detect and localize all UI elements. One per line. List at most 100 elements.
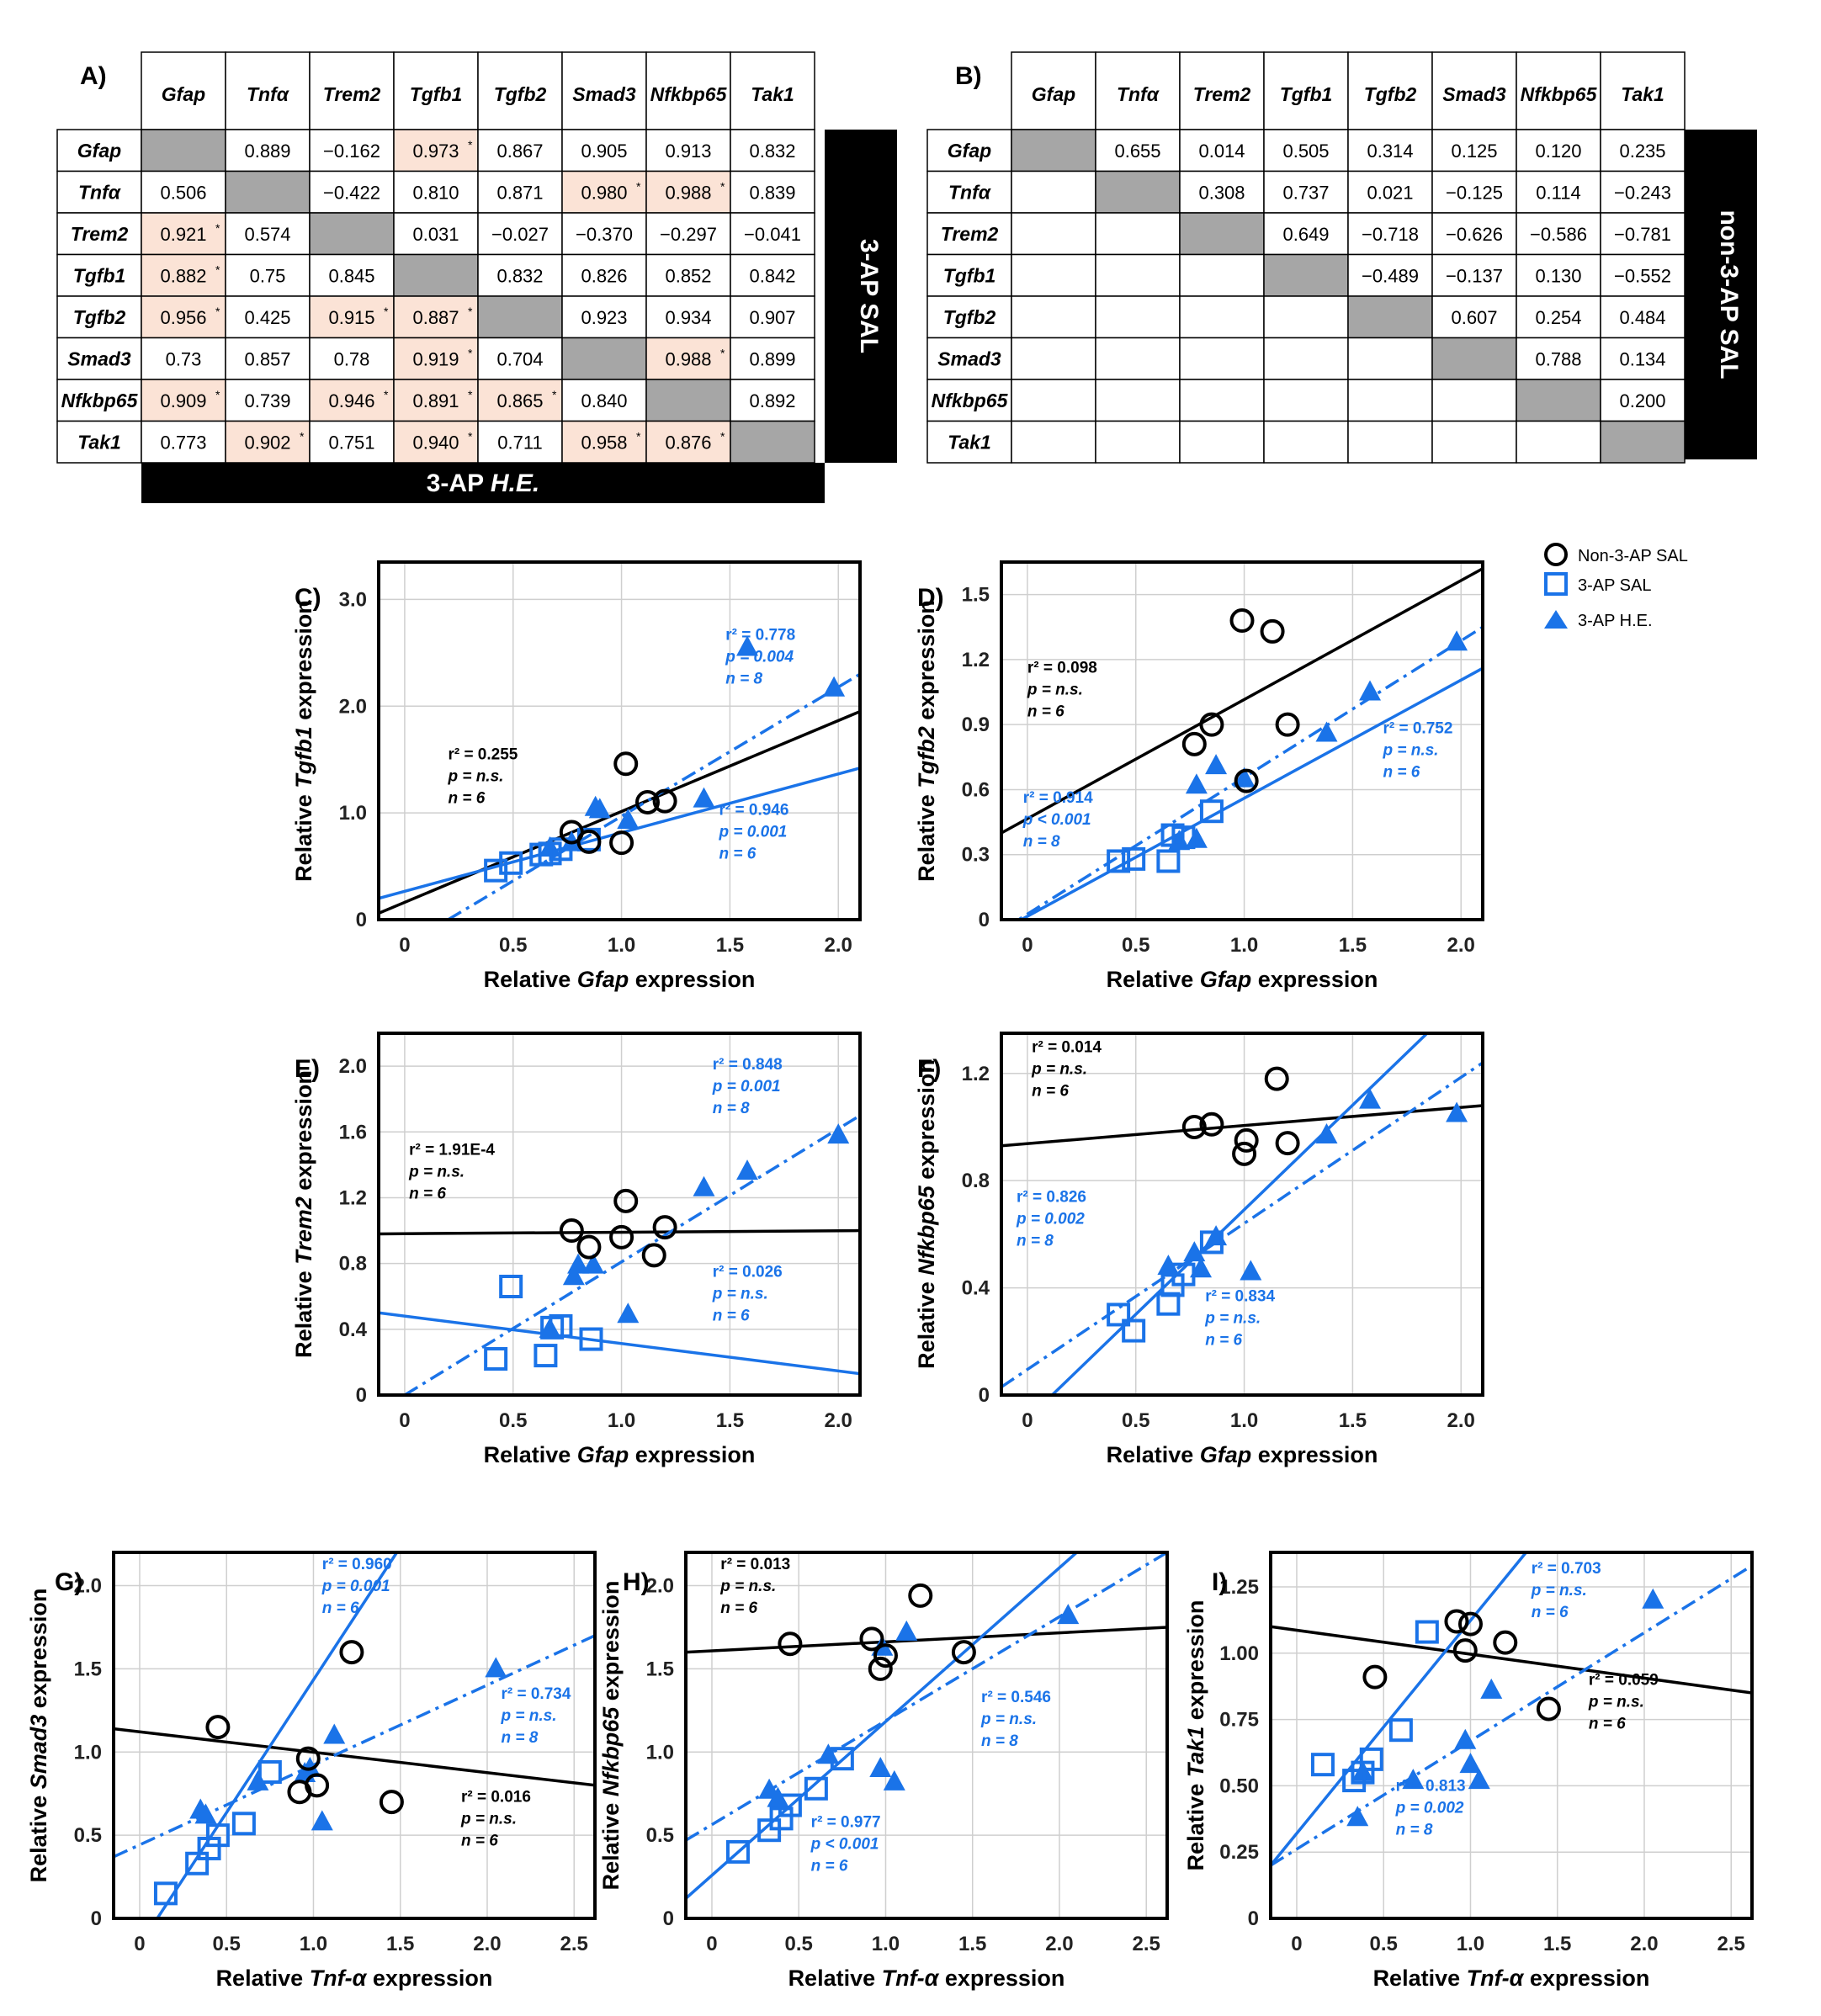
stat-annotation: n = 8 [725,671,762,688]
matrix-value: 0.940 [412,432,459,453]
y-tick-label: 1.0 [646,1741,674,1764]
matrix-value: 0.114 [1536,182,1580,203]
y-tick-label: 0.50 [1219,1775,1259,1797]
regression-line-3ap-sal [155,1552,399,1918]
stat-annotation: p = n.s. [1204,1310,1261,1328]
side-bar-B [1685,130,1757,459]
matrix-cell [1431,212,1517,256]
panel-label: F) [917,1055,941,1083]
matrix-cell [309,170,395,214]
significance-asterisk: * [215,388,220,401]
y-axis-label: Relative Nfkbp65 expression [598,1581,624,1891]
stat-annotation: p = 0.001 [719,824,788,841]
matrix-col-header: Gfap [1032,83,1075,105]
circle-point [778,1631,803,1657]
circle-point [1260,618,1285,644]
circle-point [305,1773,330,1798]
bottom-label-A-main: 3-AP [427,470,491,497]
stat-annotation: n = 6 [720,1600,757,1617]
triangle-point [895,1620,918,1641]
matrix-cell [1600,379,1686,422]
stat-annotation: n = 6 [1383,763,1420,781]
y-tick-label: 0.75 [1219,1709,1259,1732]
circle-point [576,829,602,854]
matrix-value: −0.422 [323,182,380,203]
circle-point [859,1626,884,1652]
matrix-value: 0.973 [412,141,459,162]
matrix-cell [1011,253,1096,297]
matrix-value: 0.902 [244,432,290,453]
markers [1107,1066,1468,1343]
matrix-row-header: Trem2 [941,223,999,245]
stat-annotation: p = n.s. [712,1285,768,1302]
triangle-point [1190,1257,1213,1278]
significance-asterisk: * [636,429,641,443]
matrix-cell [393,337,479,380]
stat-annotation: n = 6 [1205,1332,1242,1350]
panel-label: I) [1212,1568,1227,1596]
square-point [549,837,573,862]
matrix-cell [1011,337,1096,380]
x-tick-label: 1.5 [1339,934,1367,957]
stat-annotation: n = 8 [1017,1233,1054,1250]
triangle-point [1446,630,1468,651]
triangle-point [1402,1769,1425,1790]
matrix-cell [1011,129,1096,172]
circle-point [1536,1696,1561,1722]
matrix-value: 0.958 [581,432,627,453]
matrix-cell [1347,337,1433,380]
circle-point [1275,712,1300,737]
matrix-cell [1431,420,1517,464]
stat-annotation: r² = 1.91E-4 [409,1142,495,1159]
legend-label-non-3ap: Non-3-AP SAL [1578,547,1688,565]
matrix-cell [1600,295,1686,339]
stat-annotation: n = 6 [811,1857,848,1875]
matrix-col-header: Tgfb2 [1364,83,1417,105]
panel-label: C) [295,584,321,612]
stat-annotation: p = n.s. [1031,1060,1087,1078]
matrix-value: 0.235 [1619,141,1665,162]
significance-asterisk: * [636,179,641,193]
matrix-row-header: Tgfb2 [943,306,996,328]
matrix-cell [477,212,563,256]
x-tick-label: 2.5 [1717,1933,1745,1955]
regression-line-3ap-he [114,1634,595,1859]
x-tick-label: 0.5 [499,934,527,957]
triangle-point [1642,1588,1664,1609]
circle-point [1264,1066,1289,1091]
matrix-cell [1095,337,1181,380]
triangle-point [562,1265,585,1286]
circle-point [652,788,677,814]
regression-line-3ap-he [404,1114,860,1395]
matrix-cell [645,253,731,297]
matrix-cell [225,295,311,339]
regression-line-non-3ap [114,1727,595,1787]
matrix-row-header-cell [926,295,1012,339]
regression-line-3ap-he [1001,1061,1483,1388]
y-tick-label: 2.0 [339,1055,367,1078]
stat-annotation: n = 8 [981,1732,1018,1750]
matrix-cell [1095,295,1181,339]
significance-asterisk: * [468,388,473,401]
matrix-cell [645,379,731,422]
matrix-cell [645,212,731,256]
stat-annotation: r² = 0.255 [448,746,518,764]
matrix-header-cell [1263,51,1349,130]
x-axis-label: Relative Gfap expression [484,967,756,992]
circle-point [1232,1141,1257,1166]
circle-point [1493,1630,1518,1655]
matrix-value: 0.892 [749,390,795,411]
y-tick-label: 0.9 [962,714,990,736]
triangle-point [1468,1769,1490,1790]
matrix-value: 0.810 [412,182,459,203]
square-point [499,1275,523,1298]
scatter-panel-h: 0 0.5 1.0 1.5 2.0 2.5 0 0.5 1.0 1.5 2.0 r² = 0.013 p… [598,1551,1169,1991]
scatter-panel-f: 0 0.5 1.0 1.5 2.0 0 0.4 0.8 1.2 r² = 0.014 p = n.s… [914,1032,1484,1467]
matrix-cell [1095,253,1181,297]
triangle-point [693,1175,715,1196]
y-tick-label: 0.6 [962,778,990,801]
y-axis-label: Relative Smad3 expression [26,1589,51,1883]
regression-line-3ap-sal [1017,666,1483,920]
matrix-cell [309,212,395,256]
matrix-cell [645,295,731,339]
